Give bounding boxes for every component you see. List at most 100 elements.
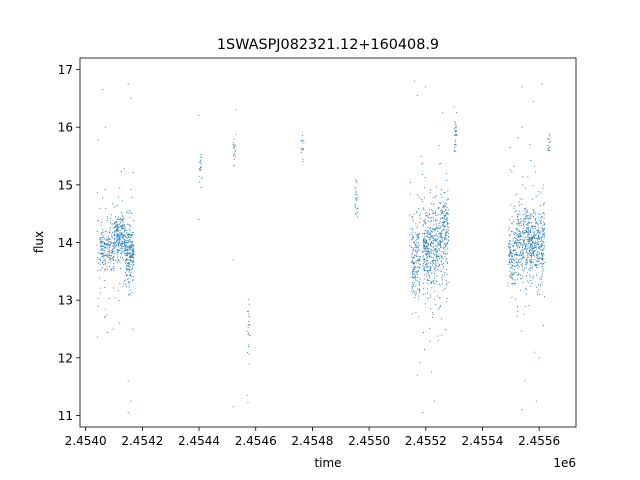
data-point: [520, 242, 522, 244]
data-point: [417, 233, 419, 235]
data-point: [526, 211, 528, 213]
data-point: [434, 272, 436, 274]
data-point: [431, 235, 433, 237]
data-point: [439, 284, 441, 286]
data-point: [248, 303, 250, 305]
data-point: [419, 258, 421, 260]
data-point: [127, 234, 129, 236]
data-point: [118, 232, 120, 234]
data-point: [520, 238, 522, 240]
data-point: [127, 83, 129, 85]
data-point: [514, 283, 516, 285]
data-point: [516, 230, 518, 232]
data-point: [412, 285, 414, 287]
data-point: [422, 241, 425, 243]
data-point: [441, 236, 443, 238]
data-point: [518, 239, 520, 241]
data-point: [131, 264, 133, 266]
data-point: [132, 233, 134, 235]
data-point: [131, 292, 133, 294]
data-point: [247, 352, 249, 354]
data-point: [102, 89, 104, 91]
data-point: [132, 266, 134, 268]
data-point: [535, 233, 537, 235]
data-point: [125, 260, 127, 262]
data-point: [521, 203, 523, 205]
data-point: [423, 239, 425, 242]
data-point: [446, 230, 448, 232]
data-point: [532, 252, 534, 254]
data-point: [105, 253, 107, 255]
data-point: [425, 263, 428, 265]
data-point: [447, 217, 449, 219]
data-point: [508, 275, 510, 277]
data-point: [533, 247, 535, 249]
data-point: [132, 250, 134, 253]
data-point: [443, 228, 445, 230]
data-point: [418, 234, 420, 236]
data-point: [133, 252, 135, 254]
data-point: [527, 239, 529, 241]
data-point: [442, 206, 444, 208]
data-point: [440, 225, 442, 227]
data-point: [127, 248, 129, 250]
data-point: [528, 249, 530, 251]
data-point: [101, 245, 103, 247]
data-point: [454, 120, 456, 122]
data-point: [198, 168, 200, 170]
data-point: [527, 280, 529, 282]
data-point: [432, 228, 434, 230]
data-point: [512, 268, 514, 270]
data-point: [354, 187, 356, 189]
data-point: [426, 278, 428, 280]
data-point: [441, 334, 443, 336]
data-point: [436, 235, 438, 237]
data-point: [354, 203, 356, 205]
data-point: [514, 269, 516, 271]
data-point: [543, 241, 545, 243]
data-point: [540, 231, 542, 233]
data-point: [510, 204, 512, 206]
data-point: [124, 229, 126, 231]
data-point: [521, 275, 524, 277]
data-point: [101, 248, 103, 250]
data-point: [431, 228, 433, 230]
data-point: [541, 233, 543, 235]
data-point: [411, 229, 413, 231]
data-point: [423, 237, 425, 239]
data-point: [438, 257, 440, 259]
data-point: [104, 238, 106, 240]
data-point: [511, 222, 513, 224]
data-point: [517, 278, 519, 280]
data-point: [118, 223, 120, 225]
data-point: [510, 246, 512, 248]
data-point: [440, 271, 442, 273]
data-point: [528, 218, 530, 220]
data-point: [101, 256, 103, 258]
data-point: [130, 249, 132, 251]
data-point: [441, 196, 443, 198]
data-point: [516, 193, 518, 195]
data-point: [444, 225, 446, 227]
data-point: [247, 327, 249, 329]
data-point: [432, 263, 435, 265]
data-point: [424, 250, 426, 252]
data-point: [120, 250, 122, 252]
data-point: [439, 232, 441, 234]
data-point: [300, 147, 302, 149]
data-point: [443, 217, 445, 219]
data-point: [527, 247, 529, 249]
data-point: [537, 246, 539, 249]
data-point: [416, 266, 418, 268]
data-point: [435, 260, 437, 262]
data-point: [411, 277, 413, 279]
data-point: [528, 254, 530, 256]
data-point: [120, 239, 122, 241]
data-point: [412, 238, 414, 240]
data-point: [442, 221, 445, 224]
data-point: [201, 176, 203, 178]
data-point: [548, 142, 550, 144]
data-point: [534, 231, 536, 233]
data-point: [440, 212, 442, 214]
data-point: [411, 272, 413, 274]
